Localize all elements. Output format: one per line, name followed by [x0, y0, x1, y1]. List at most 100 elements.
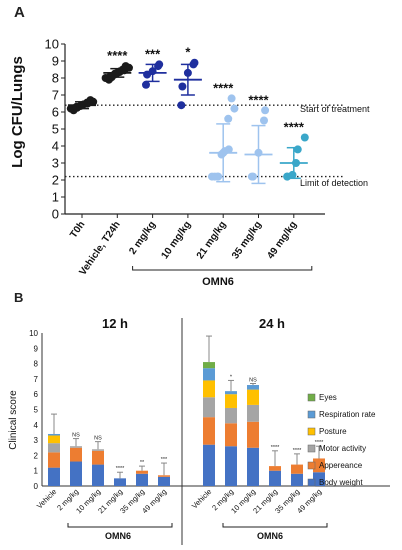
- b-significance-label: ***: [161, 457, 168, 463]
- y-tick-label: 1: [52, 190, 59, 205]
- legend-label: Body weight: [319, 478, 363, 487]
- b-x-tick-label: 49 mg/kg: [295, 487, 323, 515]
- stacked-bar-segment: [158, 476, 170, 486]
- data-point: [261, 106, 270, 115]
- significance-label: ****: [107, 48, 128, 63]
- y-tick-label: 8: [52, 71, 59, 86]
- y-tick-label: 10: [45, 37, 59, 52]
- y-tick-label: 2: [52, 173, 59, 188]
- significance-label: ****: [248, 92, 269, 107]
- panel-b-label: B: [14, 290, 23, 305]
- panel-b-group-label-right: OMN6: [257, 531, 283, 541]
- b-y-tick-label: 8: [34, 360, 39, 369]
- legend-swatch: [307, 393, 316, 402]
- x-tick-label: 2 mg/kg: [127, 219, 158, 256]
- stacked-bar-segment: [247, 447, 259, 486]
- stacked-bar-segment: [158, 475, 170, 477]
- stacked-bar-segment: [70, 447, 82, 462]
- stacked-bar-segment: [247, 404, 259, 422]
- stacked-bar-segment: [225, 423, 237, 447]
- stacked-bar-segment: [225, 407, 237, 424]
- legend-swatch: [307, 478, 316, 487]
- stacked-bar-segment: [70, 461, 82, 486]
- panel-a-group-label: OMN6: [202, 276, 234, 288]
- panel-b-right-title: 24 h: [259, 316, 285, 331]
- b-significance-label: NS: [94, 436, 102, 442]
- significance-label: ****: [284, 120, 305, 135]
- data-point: [249, 172, 257, 181]
- data-point: [230, 104, 239, 113]
- x-tick-label: 35 mg/kg: [230, 219, 264, 261]
- stacked-bar-segment: [48, 433, 60, 436]
- legend-label: Respiration rate: [319, 410, 376, 419]
- panel-b-ylabel: Clinical score: [8, 390, 19, 450]
- b-y-tick-label: 0: [34, 482, 39, 491]
- stacked-bar-segment: [247, 421, 259, 448]
- y-tick-label: 4: [52, 139, 59, 154]
- stacked-bar-segment: [269, 466, 281, 471]
- stacked-bar-segment: [247, 385, 259, 390]
- stacked-bar-segment: [92, 464, 104, 486]
- stacked-bar-segment: [291, 464, 303, 474]
- y-tick-label: 9: [52, 54, 59, 69]
- b-y-tick-label: 3: [34, 436, 39, 445]
- stacked-bar-segment: [225, 446, 237, 486]
- stacked-bar-segment: [114, 478, 126, 486]
- significance-label: ***: [145, 46, 161, 61]
- stacked-bar-segment: [136, 470, 148, 474]
- b-y-tick-label: 4: [34, 421, 39, 430]
- stacked-bar-segment: [48, 443, 60, 453]
- b-y-tick-label: 6: [34, 390, 39, 399]
- stacked-bar-segment: [92, 449, 104, 451]
- stacked-bar-segment: [313, 472, 325, 486]
- stacked-bar-segment: [203, 417, 215, 445]
- stacked-bar-segment: [225, 394, 237, 408]
- x-tick-label: 10 mg/kg: [159, 219, 193, 261]
- y-tick-label: 5: [52, 122, 59, 137]
- stacked-bar-segment: [203, 368, 215, 381]
- data-point: [178, 82, 187, 91]
- legend-label: Eyes: [319, 393, 337, 402]
- b-bracket-left: [67, 523, 173, 528]
- y-tick-label: 3: [52, 156, 59, 171]
- panel-a-ylabel: Log CFU/Lungs: [9, 56, 26, 168]
- legend-label: Motor activity: [319, 444, 366, 453]
- b-significance-label: **: [140, 460, 145, 466]
- stacked-bar-segment: [291, 473, 303, 486]
- stacked-bar-segment: [203, 444, 215, 486]
- legend-swatch: [307, 444, 316, 453]
- panel-b-group-label-left: OMN6: [105, 531, 131, 541]
- data-point: [293, 145, 302, 154]
- x-tick-label: 21 mg/kg: [195, 219, 229, 261]
- stacked-bar-segment: [48, 467, 60, 486]
- x-tick-label: 49 mg/kg: [265, 219, 299, 261]
- y-tick-label: 6: [52, 105, 59, 120]
- panel-b-left-title: 12 h: [102, 316, 128, 331]
- threshold-lod-label: Limit of detection: [300, 178, 368, 188]
- stacked-bar-segment: [70, 446, 82, 448]
- data-point: [224, 145, 233, 154]
- y-tick-label: 0: [52, 207, 59, 222]
- data-point: [86, 96, 95, 105]
- stacked-bar-segment: [203, 380, 215, 398]
- x-tick-label: T0h: [68, 219, 87, 240]
- data-point: [190, 58, 199, 67]
- b-y-tick-label: 2: [34, 451, 39, 460]
- legend-swatch: [307, 410, 316, 419]
- y-tick-label: 7: [52, 88, 59, 103]
- b-y-tick-label: 1: [34, 467, 39, 476]
- stacked-bar-segment: [269, 470, 281, 486]
- b-x-tick-label: 49 mg/kg: [140, 487, 168, 515]
- legend-label: Posture: [319, 427, 347, 436]
- data-point: [213, 172, 222, 181]
- threshold-start-label: Start of treatment: [300, 104, 370, 114]
- stacked-bar-segment: [203, 362, 215, 369]
- b-bracket-right: [222, 523, 328, 528]
- b-y-tick-label: 9: [34, 344, 39, 353]
- data-point: [177, 101, 186, 110]
- b-y-tick-label: 10: [29, 329, 38, 338]
- legend-label: Appereance: [319, 461, 363, 470]
